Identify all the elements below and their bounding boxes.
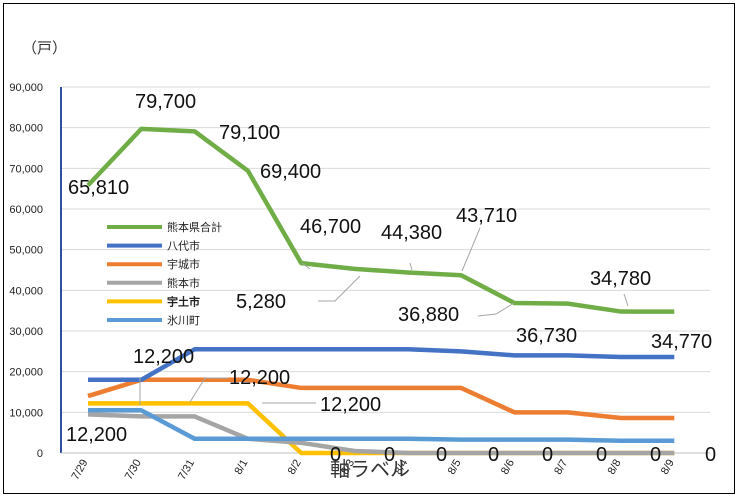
series-line	[87, 377, 675, 421]
x-tick-label: 8/5	[446, 458, 464, 477]
y-tick-label: 90,000	[9, 82, 43, 94]
label-leader-lines	[139, 227, 629, 405]
x-tick-label: 8/6	[499, 458, 517, 477]
leader-line	[477, 302, 515, 317]
data-label: 0	[384, 444, 395, 466]
y-tick-labels: 0 10,000 20,000 30,000 40,000 50,000 60,000 70,…	[9, 82, 43, 460]
legend-label: 宇城市	[167, 257, 200, 271]
leader-line	[461, 227, 481, 272]
data-label: 0	[436, 444, 447, 466]
legend-label: 氷川町	[167, 314, 200, 327]
leader-line	[409, 262, 413, 271]
data-label: 36,730	[516, 325, 577, 347]
leader-line	[623, 293, 629, 307]
data-label: 12,200	[133, 346, 194, 368]
data-label: 65,810	[68, 177, 129, 199]
data-label: 79,700	[135, 91, 196, 113]
leader-line	[301, 262, 311, 270]
leader-line	[189, 377, 228, 403]
y-tick-label: 30,000	[9, 326, 43, 338]
data-label: 12,200	[229, 367, 290, 389]
grid	[61, 86, 710, 413]
y-tick-label: 0	[37, 448, 43, 460]
y-tick-label: 60,000	[9, 204, 43, 216]
leader-line	[318, 275, 361, 302]
data-label: 36,880	[398, 304, 459, 326]
series-lines	[86, 126, 675, 456]
legend-label: 八代市	[167, 239, 200, 253]
data-label: 0	[596, 444, 607, 466]
y-tick-label: 40,000	[9, 285, 43, 297]
x-tick-label: 8/7	[552, 458, 570, 477]
data-label: 0	[705, 444, 716, 466]
data-label: 0	[488, 444, 499, 466]
y-tick-label: 50,000	[9, 245, 43, 257]
unit-label: （戸）	[22, 40, 67, 57]
data-labels: 65,810 79,700 79,100 69,400 46,700 5,280 44,38…	[66, 91, 716, 466]
x-tick-label: 8/9	[659, 458, 677, 477]
x-tick-label: 8/1	[232, 458, 250, 477]
series-line	[87, 412, 675, 456]
data-label: 79,100	[219, 122, 280, 144]
x-tick-label: 7/31	[176, 458, 197, 483]
series-line	[88, 408, 675, 444]
y-tick-label: 70,000	[9, 163, 43, 175]
y-tick-label: 20,000	[9, 367, 43, 379]
data-label: 34,770	[651, 331, 712, 353]
x-tick-label: 8/8	[606, 458, 624, 477]
y-tick-label: 10,000	[9, 407, 43, 419]
data-label: 46,700	[300, 216, 361, 238]
data-label: 12,200	[66, 424, 127, 446]
data-label: 5,280	[236, 291, 286, 313]
legend-label: 熊本県合計	[167, 220, 222, 234]
data-label: 0	[650, 444, 661, 466]
x-tick-label: 7/29	[69, 458, 90, 483]
x-tick-label: 7/30	[123, 458, 144, 483]
x-tick-label: 8/2	[286, 458, 304, 477]
data-label: 0	[330, 444, 341, 466]
data-label: 0	[542, 444, 553, 466]
series-line	[88, 347, 675, 383]
legend-label: 宇土市	[167, 294, 200, 308]
data-label: 12,200	[320, 394, 381, 416]
x-axis-title: 軸ラベル	[330, 458, 410, 481]
data-label: 44,380	[381, 222, 442, 244]
data-label: 69,400	[260, 161, 321, 183]
y-tick-label: 80,000	[9, 123, 43, 135]
data-label: 43,710	[456, 205, 517, 227]
data-label: 34,780	[590, 268, 651, 290]
legend-label: 熊本市	[167, 276, 200, 290]
series-line	[86, 126, 675, 314]
